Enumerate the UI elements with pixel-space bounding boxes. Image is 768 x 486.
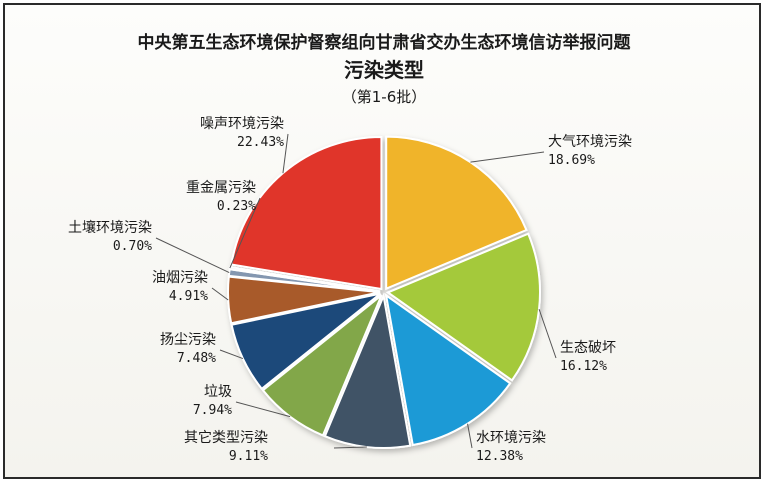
- pie-labels: 大气环境污染 18.69% 生态破坏 16.12% 水环境污染 12.38% 其它类型污染 9…: [68, 116, 632, 464]
- slice-name-label: 水环境污染: [476, 430, 546, 446]
- slice-name-label: 扬尘污染: [160, 332, 216, 348]
- pie-slice: [384, 293, 512, 447]
- slice-name-label: 垃圾: [204, 384, 232, 400]
- chart-title: 中央第五生态环境保护督察组向甘肃省交办生态环境信访举报问题: [138, 32, 632, 53]
- chart-batch-note: （第1-6批）: [342, 88, 427, 106]
- slice-value-label: 12.38%: [476, 449, 523, 464]
- chart-subtitle: 污染类型: [344, 58, 424, 82]
- slice-name-label: 噪声环境污染: [200, 116, 284, 132]
- slice-value-label: 7.48%: [177, 351, 216, 366]
- leader-line: [211, 287, 229, 301]
- slice-name-label: 大气环境污染: [548, 134, 632, 150]
- leader-line: [538, 308, 557, 359]
- slice-value-label: 18.69%: [548, 153, 595, 168]
- leader-line: [333, 446, 367, 449]
- pie-slice: [323, 292, 412, 449]
- pie-slice: [261, 294, 383, 437]
- leader-line: [155, 237, 230, 274]
- slice-name-label: 生态破坏: [560, 340, 616, 356]
- slice-value-label: 7.94%: [193, 403, 232, 418]
- slice-name-label: 其它类型污染: [184, 429, 268, 446]
- leader-line: [229, 197, 261, 269]
- slice-value-label: 16.12%: [560, 359, 607, 374]
- leader-line: [282, 133, 289, 174]
- slice-value-label: 4.91%: [169, 289, 208, 304]
- slice-value-label: 9.11%: [229, 449, 268, 464]
- slice-name-label: 土壤环境污染: [68, 219, 152, 236]
- pie-slice: [230, 135, 383, 291]
- slice-name-label: 重金属污染: [186, 180, 256, 196]
- slice-name-label: 油烟污染: [152, 270, 208, 286]
- pie-slice: [230, 292, 382, 391]
- slice-value-label: 0.70%: [113, 239, 152, 254]
- leader-line: [235, 401, 291, 418]
- leader-line: [470, 151, 545, 163]
- slice-value-label: 0.23%: [217, 199, 256, 214]
- pie-slice: [385, 232, 541, 382]
- leader-line: [219, 349, 244, 360]
- pie-slices: [227, 135, 541, 449]
- leader-line: [467, 423, 473, 449]
- pie-slice: [385, 135, 528, 291]
- slice-value-label: 22.43%: [237, 135, 284, 150]
